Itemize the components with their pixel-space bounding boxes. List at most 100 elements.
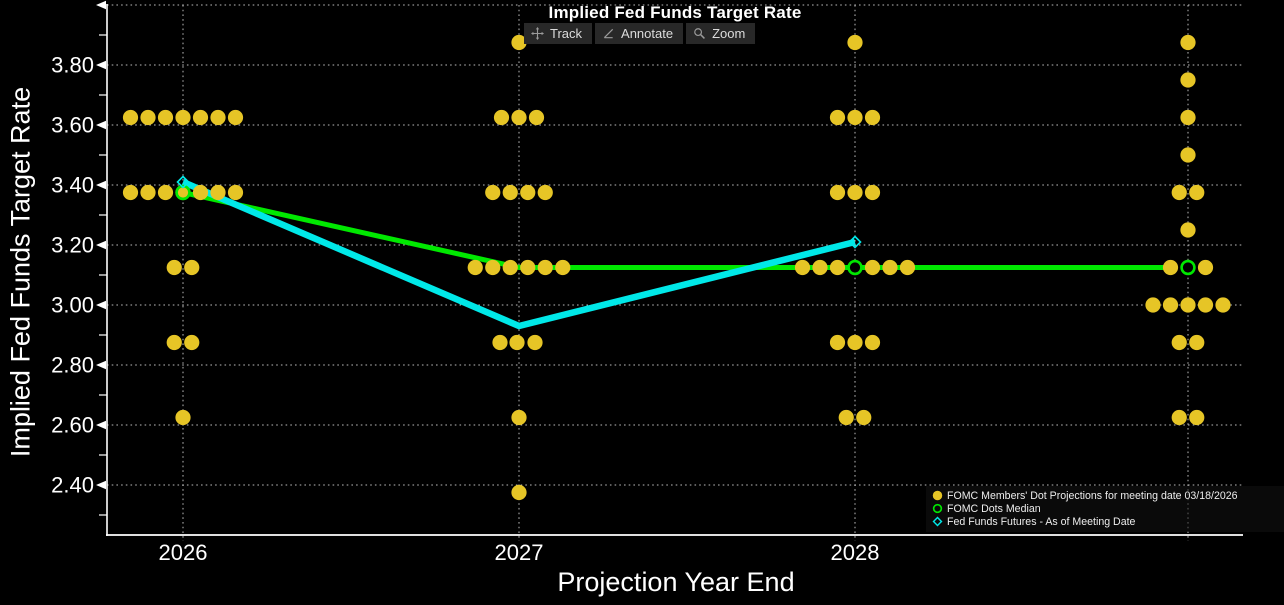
- y-tick-arrow: [96, 180, 106, 190]
- fomc-dot: [492, 334, 508, 351]
- fomc-dot: [1189, 409, 1205, 426]
- fomc-dot: [192, 109, 209, 126]
- median-ring: [847, 259, 863, 276]
- legend-item-dots-median: FOMC Dots Median: [932, 502, 1284, 515]
- fomc-dot: [882, 259, 898, 276]
- fomc-dot: [485, 259, 501, 276]
- fomc-dot: [847, 334, 863, 351]
- y-tick-label: 3.80: [51, 53, 94, 78]
- fomc-dot: [184, 259, 200, 276]
- y-tick-label: 2.80: [51, 353, 94, 378]
- y-tick-arrow: [96, 300, 106, 310]
- fomc-dot: [537, 259, 553, 276]
- fomc-dot: [847, 34, 863, 51]
- median-ring: [1180, 259, 1196, 276]
- fomc-dot: [1171, 184, 1187, 201]
- fomc-dot: [210, 184, 226, 201]
- fomc-dot: [829, 184, 846, 201]
- zoom-button[interactable]: Zoom: [686, 23, 756, 44]
- track-icon: [531, 27, 544, 40]
- fomc-dot: [1180, 297, 1196, 313]
- y-tick-label: 2.60: [51, 413, 94, 438]
- fomc-dot: [520, 259, 536, 276]
- fomc-dot: [1189, 184, 1205, 201]
- x-tick-label: 2027: [495, 540, 544, 565]
- y-tick-label: 3.40: [51, 173, 94, 198]
- fomc-dot: [1162, 297, 1179, 313]
- fomc-dot: [528, 109, 545, 126]
- fomc-dot: [493, 109, 510, 126]
- fomc-dot: [227, 109, 244, 126]
- legend-item-dot-projections: FOMC Members' Dot Projections for meetin…: [932, 489, 1284, 502]
- fomc-dot: [175, 109, 191, 126]
- fomc-dot: [1180, 222, 1196, 238]
- fomc-dot: [122, 184, 139, 201]
- fomc-dot: [1171, 409, 1187, 426]
- x-tick-label: 2028: [831, 540, 880, 565]
- y-tick-arrow: [96, 60, 106, 70]
- fomc-dot: [502, 259, 518, 276]
- zoom-button-label: Zoom: [712, 26, 746, 41]
- fomc-dot: [1180, 72, 1196, 88]
- y-tick-arrow: [96, 120, 106, 130]
- fomc-dot: [511, 409, 527, 426]
- fomc-dot: [140, 184, 156, 201]
- fomc-dot: [899, 259, 916, 276]
- x-axis-title: Projection Year End: [557, 567, 795, 597]
- fomc-dot: [829, 259, 846, 276]
- fomc-dot: [184, 334, 200, 351]
- annotate-button[interactable]: Annotate: [595, 23, 684, 44]
- track-button-label: Track: [550, 26, 583, 41]
- fomc-dot: [856, 409, 872, 426]
- futures-end-marker: [848, 235, 862, 249]
- y-tick-label: 2.40: [51, 473, 94, 498]
- fomc-dot: [511, 484, 527, 501]
- fomc-dot: [1180, 147, 1196, 163]
- y-tick-label: 3.60: [51, 113, 94, 138]
- fomc-dot: [847, 109, 863, 126]
- y-tick-label: 3.20: [51, 233, 94, 258]
- fomc-dot: [157, 184, 174, 201]
- fomc-dot: [502, 184, 518, 201]
- fomc-dot: [1180, 34, 1196, 51]
- legend-item-fed-funds-futures: Fed Funds Futures - As of Meeting Date: [932, 515, 1284, 528]
- legend: FOMC Members' Dot Projections for meetin…: [926, 486, 1284, 532]
- magnifier-icon: [694, 28, 706, 39]
- y-tick-arrow: [96, 420, 106, 430]
- fomc-dot: [829, 334, 846, 351]
- fomc-dot: [210, 109, 226, 126]
- track-button[interactable]: Track: [524, 23, 593, 44]
- fomc-dot: [1197, 297, 1214, 313]
- open-circle-icon: [932, 503, 943, 514]
- fomc-dot: [555, 259, 571, 276]
- fomc-dot: [509, 334, 525, 351]
- fomc-dot: [864, 334, 881, 351]
- y-tick-arrow: [96, 240, 106, 250]
- fomc-dot: [140, 109, 156, 126]
- fomc-dot: [511, 109, 527, 126]
- fomc-dot: [838, 409, 854, 426]
- fomc-dot: [527, 334, 543, 351]
- y-axis-title: Implied Fed Funds Target Rate: [5, 86, 36, 458]
- fomc-dot: [864, 109, 881, 126]
- fomc-dot: [520, 184, 536, 201]
- y-tick-label: 3.00: [51, 293, 94, 318]
- fomc-dot: [485, 184, 501, 201]
- fomc-dot: [1189, 334, 1205, 351]
- annotate-icon: [603, 28, 614, 39]
- fomc-dot: [166, 334, 182, 351]
- legend-label: FOMC Dots Median: [947, 502, 1041, 515]
- x-tick-label: 2026: [159, 540, 208, 565]
- fomc-dot: [864, 184, 881, 201]
- fomc-dot: [1215, 297, 1231, 313]
- fomc-dot: [511, 34, 527, 51]
- fomc-dot: [864, 259, 881, 276]
- y-tick-arrow: [96, 0, 106, 10]
- futures-end-marker: [176, 175, 190, 189]
- fomc-dot: [1171, 334, 1187, 351]
- median-ring: [175, 184, 191, 201]
- annotate-button-label: Annotate: [621, 26, 674, 41]
- fomc-dot: [794, 259, 811, 276]
